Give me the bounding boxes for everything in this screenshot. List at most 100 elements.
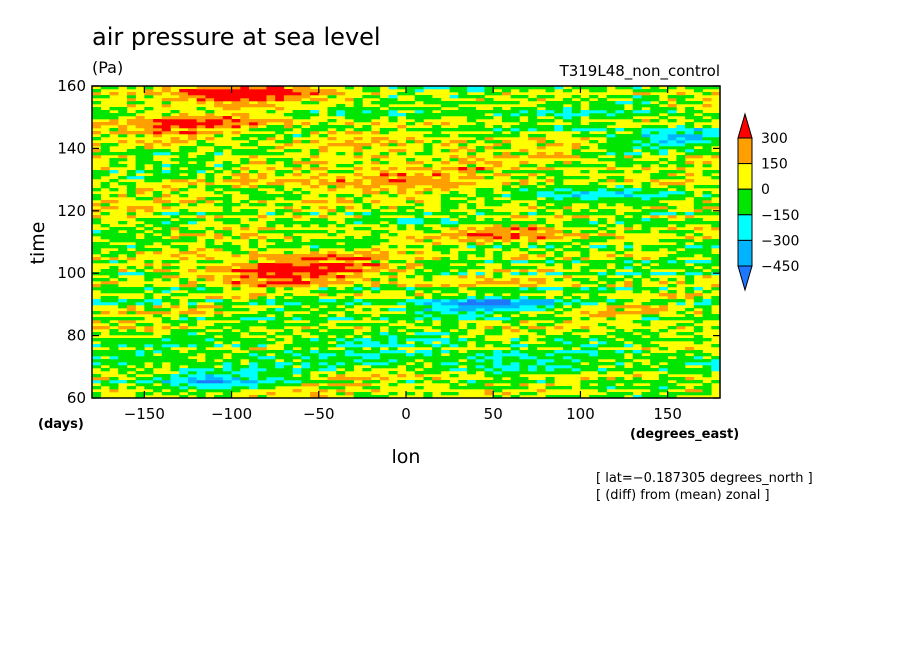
heatmap-cell [100,269,110,273]
heatmap-cell [658,137,668,141]
heatmap-cell [432,86,442,90]
heatmap-cell [179,359,189,363]
heatmap-cell [519,392,529,396]
heatmap-cell [266,89,276,93]
heatmap-cell [597,158,607,162]
heatmap-cell [126,212,136,216]
heatmap-cell [153,350,163,354]
heatmap-cell [667,137,677,141]
heatmap-cell [187,185,197,189]
heatmap-cell [571,278,581,282]
heatmap-cell [327,356,337,360]
heatmap-cell [580,98,590,102]
heatmap-cell [475,260,485,264]
heatmap-cell [554,326,564,330]
heatmap-cell [266,386,276,390]
heatmap-cell [615,140,625,144]
heatmap-cell [467,128,477,132]
heatmap-cell [685,125,695,129]
heatmap-cell [650,113,660,117]
heatmap-cell [597,113,607,117]
heatmap-cell [187,233,197,237]
heatmap-cell [362,380,372,384]
heatmap-cell [545,197,555,201]
heatmap-cell [397,188,407,192]
heatmap-cell [650,389,660,393]
heatmap-cell [179,212,189,216]
heatmap-cell [475,293,485,297]
heatmap-cell [397,362,407,366]
heatmap-cell [606,308,616,312]
heatmap-cell [292,113,302,117]
heatmap-cell [179,380,189,384]
heatmap-cell [519,383,529,387]
heatmap-cell [484,287,494,291]
heatmap-cell [475,137,485,141]
heatmap-cell [571,395,581,399]
heatmap-cell [519,197,529,201]
heatmap-cell [249,134,259,138]
heatmap-cell [510,347,520,351]
heatmap-cell [144,266,154,270]
heatmap-cell [702,206,712,210]
heatmap-cell [702,221,712,225]
heatmap-cell [362,377,372,381]
heatmap-cell [528,194,538,198]
heatmap-cell [362,110,372,114]
heatmap-cell [597,260,607,264]
heatmap-cell [222,92,232,96]
heatmap-cell [484,326,494,330]
heatmap-cell [109,329,119,333]
heatmap-cell [170,125,180,129]
heatmap-cell [545,371,555,375]
heatmap-cell [310,368,320,372]
heatmap-cell [693,89,703,93]
heatmap-cell [362,218,372,222]
heatmap-cell [597,296,607,300]
heatmap-cell [231,245,241,249]
heatmap-cell [685,152,695,156]
heatmap-cell [571,287,581,291]
heatmap-cell [658,338,668,342]
heatmap-cell [118,113,128,117]
heatmap-cell [161,128,171,132]
heatmap-cell [126,95,136,99]
heatmap-cell [92,287,102,291]
heatmap-cell [353,218,363,222]
heatmap-cell [310,128,320,132]
heatmap-cell [205,122,215,126]
heatmap-cell [641,341,651,345]
heatmap-cell [667,293,677,297]
heatmap-cell [589,365,599,369]
heatmap-cell [615,341,625,345]
heatmap-cell [493,275,503,279]
heatmap-cell [153,314,163,318]
heatmap-cell [292,257,302,261]
heatmap-cell [196,92,206,96]
heatmap-cell [711,260,721,264]
heatmap-cell [563,365,573,369]
heatmap-cell [196,311,206,315]
heatmap-cell [458,176,468,180]
heatmap-cell [100,173,110,177]
heatmap-cell [554,341,564,345]
heatmap-cell [467,206,477,210]
heatmap-cell [563,107,573,111]
heatmap-cell [641,227,651,231]
heatmap-cell [196,317,206,321]
heatmap-cell [222,302,232,306]
heatmap-cell [519,260,529,264]
heatmap-cell [249,254,259,258]
heatmap-cell [458,134,468,138]
heatmap-cell [589,314,599,318]
heatmap-cell [249,170,259,174]
heatmap-cell [554,245,564,249]
heatmap-cell [528,227,538,231]
heatmap-cell [606,143,616,147]
heatmap-cell [458,101,468,105]
heatmap-cell [667,386,677,390]
heatmap-cell [109,389,119,393]
heatmap-cell [187,92,197,96]
heatmap-cell [388,332,398,336]
heatmap-cell [458,362,468,366]
